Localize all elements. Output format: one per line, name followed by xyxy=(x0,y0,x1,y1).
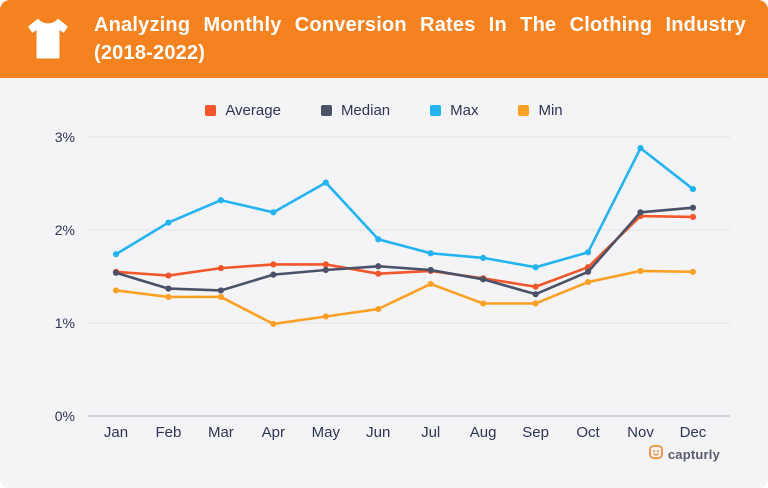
data-point-median-sep xyxy=(532,291,539,298)
data-point-min-nov xyxy=(637,267,644,275)
data-point-average-sep xyxy=(532,283,539,290)
data-point-max-mar xyxy=(217,197,224,204)
legend-swatch-median xyxy=(320,104,332,116)
data-point-median-jun xyxy=(375,263,382,270)
data-point-min-may xyxy=(322,313,329,320)
x-tick-label-jun: Jun xyxy=(366,424,390,441)
data-point-average-mar xyxy=(217,265,224,272)
data-point-min-feb xyxy=(165,293,172,301)
legend-item-min: Min xyxy=(518,101,563,119)
data-point-min-aug xyxy=(480,300,487,307)
x-tick-label-feb: Feb xyxy=(156,424,182,441)
data-point-min-jan xyxy=(112,287,120,294)
data-point-min-jun xyxy=(375,305,382,313)
data-point-max-may xyxy=(322,179,329,186)
x-tick-label-jul: Jul xyxy=(421,424,440,441)
data-point-max-jun xyxy=(375,236,382,243)
data-point-median-apr xyxy=(270,271,277,278)
tshirt-icon xyxy=(22,11,74,67)
data-point-median-jan xyxy=(112,269,120,276)
data-point-average-may xyxy=(322,261,329,268)
legend-swatch-max xyxy=(430,104,442,116)
data-point-max-jul xyxy=(427,250,434,257)
data-point-max-apr xyxy=(270,209,277,216)
series-line-average xyxy=(114,214,695,289)
data-point-min-oct xyxy=(584,278,592,286)
data-point-max-nov xyxy=(637,145,644,152)
series-line-max xyxy=(114,146,695,269)
data-point-max-dec xyxy=(689,185,697,193)
x-tick-label-mar: Mar xyxy=(208,424,234,441)
data-point-min-mar xyxy=(217,293,224,301)
data-point-min-sep xyxy=(532,300,539,307)
legend-label-min: Min xyxy=(538,101,563,119)
data-point-average-apr xyxy=(270,261,277,268)
page-title: Analyzing Monthly Conversion Rates In Th… xyxy=(94,14,746,64)
legend-item-max: Max xyxy=(430,102,478,119)
legend-swatch-min xyxy=(518,104,530,116)
data-point-max-oct xyxy=(584,249,592,256)
series-line-median xyxy=(114,206,695,296)
x-tick-label-dec: Dec xyxy=(680,424,707,441)
y-tick-label-1%: 1% xyxy=(55,315,75,331)
legend-label-median: Median xyxy=(340,101,391,119)
capturly-logo-icon xyxy=(649,445,663,464)
y-tick-label-3%: 3% xyxy=(55,129,75,145)
data-point-max-jan xyxy=(112,251,120,258)
x-tick-label-oct: Oct xyxy=(576,424,600,441)
x-tick-label-sep: Sep xyxy=(522,424,549,441)
legend-item-average: Average xyxy=(205,102,281,119)
header: Analyzing Monthly Conversion Rates In Th… xyxy=(0,0,768,78)
data-point-max-feb xyxy=(165,219,172,226)
chart-legend: Average Median Max Min xyxy=(0,101,768,119)
legend-swatch-average xyxy=(205,104,217,116)
y-tick-label-0%: 0% xyxy=(55,408,75,424)
x-tick-label-apr: Apr xyxy=(262,424,285,441)
legend-label-max: Max xyxy=(450,101,479,119)
data-point-median-feb xyxy=(165,285,172,292)
data-point-average-dec xyxy=(689,213,697,221)
data-point-min-apr xyxy=(270,320,277,328)
data-point-max-aug xyxy=(480,254,487,261)
y-tick-label-2%: 2% xyxy=(55,222,75,238)
data-point-median-mar xyxy=(217,287,224,294)
data-point-max-sep xyxy=(532,264,539,271)
series-line-min xyxy=(114,269,695,326)
x-tick-label-aug: Aug xyxy=(470,424,497,441)
capturly-logo[interactable]: capturly xyxy=(649,445,720,464)
line-chart: 0% 1% 2% 3% Jan Feb Mar Apr May Jun Jul Aug Sep Oct No… xyxy=(55,129,730,441)
x-tick-label-jan: Jan xyxy=(104,424,128,441)
capturly-logo-text: capturly xyxy=(667,447,720,462)
data-point-median-oct xyxy=(584,268,592,275)
data-point-median-dec xyxy=(689,204,697,211)
data-point-median-jul xyxy=(427,266,434,274)
x-tick-label-nov: Nov xyxy=(627,424,654,441)
data-point-average-feb xyxy=(165,272,172,279)
data-point-median-nov xyxy=(637,209,644,216)
data-point-min-jul xyxy=(427,280,434,288)
data-point-median-may xyxy=(322,266,329,274)
legend-item-median: Median xyxy=(320,101,391,119)
data-point-average-jun xyxy=(375,270,382,277)
data-point-median-aug xyxy=(480,276,487,283)
data-point-min-dec xyxy=(689,268,697,275)
x-tick-label-may: May xyxy=(312,424,341,441)
legend-label-average: Average xyxy=(225,101,281,119)
